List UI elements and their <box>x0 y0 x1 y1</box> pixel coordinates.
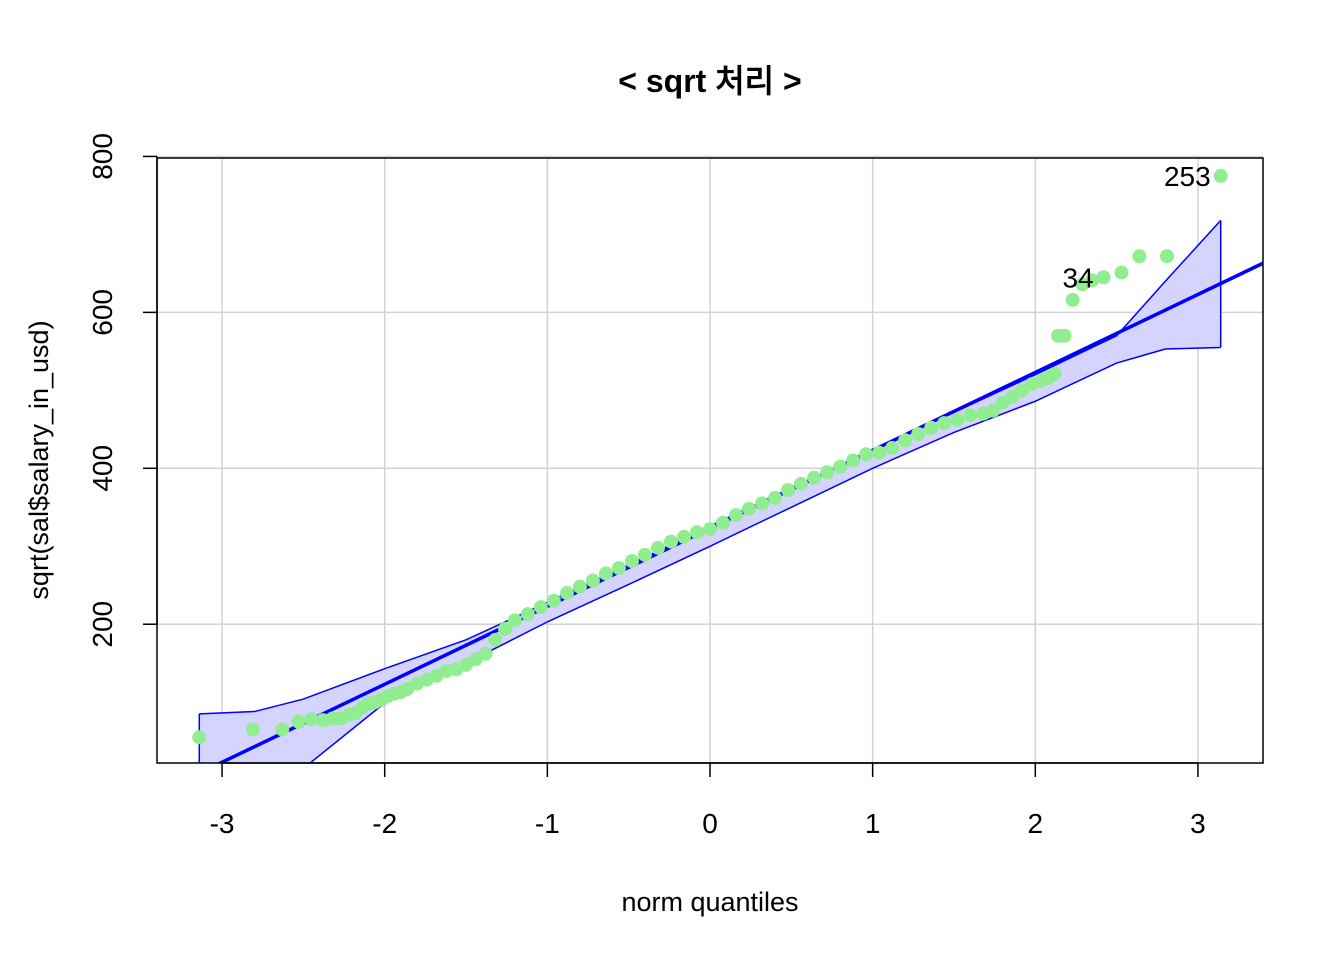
point-label: 34 <box>1062 262 1093 293</box>
data-point <box>1213 168 1228 183</box>
data-point <box>872 445 887 460</box>
data-points <box>192 168 1228 745</box>
data-point <box>950 412 965 427</box>
y-tick-label: 600 <box>87 289 118 336</box>
data-point <box>533 600 548 615</box>
data-point <box>598 566 613 581</box>
data-point <box>1132 249 1147 264</box>
data-point <box>676 529 691 544</box>
chart-title: < sqrt 처리 > <box>618 63 801 99</box>
data-point <box>1057 328 1072 343</box>
data-point <box>488 632 503 647</box>
y-tick-label: 800 <box>87 133 118 180</box>
data-point <box>846 453 861 468</box>
point-labels: 253 34 <box>1062 161 1210 293</box>
data-point <box>1160 249 1175 264</box>
data-point <box>192 730 207 745</box>
data-point <box>1047 366 1062 381</box>
x-tick-label: 0 <box>702 808 718 839</box>
data-point <box>663 534 678 549</box>
data-point <box>986 403 1001 418</box>
data-point <box>781 483 796 498</box>
envelope-lower <box>308 346 1221 763</box>
data-point <box>794 476 809 491</box>
y-axis-label: sqrt(sal$salary_in_usd) <box>24 320 54 599</box>
data-point <box>729 508 744 523</box>
data-point <box>637 547 652 562</box>
y-axis: 200 400 600 800 <box>87 133 158 648</box>
data-point <box>478 646 493 661</box>
data-point <box>885 441 900 456</box>
data-point <box>1085 273 1100 288</box>
x-tick-label: -1 <box>535 808 560 839</box>
data-point <box>611 561 626 576</box>
data-point <box>304 712 319 727</box>
data-point <box>898 433 913 448</box>
x-tick-label: 2 <box>1028 808 1044 839</box>
data-point <box>1096 270 1111 285</box>
data-point <box>859 447 874 462</box>
y-tick-label: 200 <box>87 601 118 648</box>
data-point <box>650 540 665 555</box>
data-point <box>716 515 731 530</box>
data-point <box>755 496 770 511</box>
data-point <box>1114 265 1129 280</box>
data-point <box>572 579 587 594</box>
data-point <box>559 586 574 601</box>
data-point <box>275 722 290 737</box>
data-point <box>820 465 835 480</box>
data-point <box>703 522 717 537</box>
data-point <box>963 408 978 423</box>
data-point <box>520 607 535 622</box>
y-tick-label: 400 <box>87 445 118 492</box>
data-point <box>689 525 704 540</box>
data-point <box>807 470 822 485</box>
data-point <box>498 621 513 636</box>
data-point <box>585 573 600 588</box>
data-point <box>624 554 639 569</box>
data-point <box>833 459 848 474</box>
data-point <box>245 722 260 737</box>
point-label: 253 <box>1164 161 1211 192</box>
x-axis: -3 -2 -1 0 1 2 3 <box>210 762 1206 839</box>
data-point <box>742 501 757 516</box>
x-tick-label: -3 <box>210 808 235 839</box>
data-point <box>291 714 306 729</box>
data-point <box>1065 292 1080 307</box>
data-point <box>768 490 783 505</box>
grid-lines <box>157 155 1263 763</box>
envelope-fill <box>199 220 1221 763</box>
data-point <box>937 416 952 431</box>
data-point <box>911 426 926 441</box>
data-point <box>507 613 522 628</box>
x-tick-label: -2 <box>372 808 397 839</box>
data-point <box>546 593 561 608</box>
x-tick-label: 1 <box>865 808 881 839</box>
x-axis-label: norm quantiles <box>621 887 798 917</box>
data-point <box>924 420 939 435</box>
x-tick-label: 3 <box>1190 808 1206 839</box>
